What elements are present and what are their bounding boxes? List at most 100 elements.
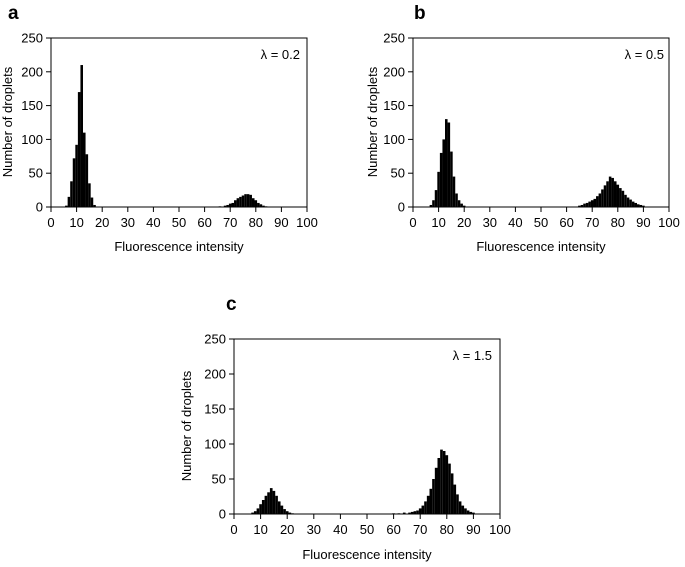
panel-c-x-tick-label: 80: [440, 522, 454, 537]
panel-b-y-tick-label: 200: [383, 64, 405, 79]
panel-c-y-tick-label: 0: [219, 507, 226, 522]
panel-b-bar: [583, 203, 586, 207]
panel-b-bar: [588, 201, 591, 207]
panel-c-bar: [408, 512, 411, 514]
panel-b-x-axis: 0 10 20 30 40 50 60 70 80 90 100: [409, 207, 680, 230]
panel-c-bar: [416, 510, 419, 514]
panel-c-y-label: Number of droplets: [179, 370, 194, 481]
panel-c-bars: [251, 449, 475, 514]
panel-a-y-tick-label: 200: [21, 64, 43, 79]
panel-c-bar: [469, 511, 473, 514]
panel-c-bar: [458, 501, 462, 514]
panel-b-lambda-annotation: λ = 0.5: [625, 47, 664, 62]
panel-c-x-tick-label: 20: [280, 522, 294, 537]
panel-a-bar: [239, 196, 242, 207]
panel-a-x-tick-label: 50: [172, 215, 186, 230]
panel-b-bar: [626, 197, 630, 207]
panel-a-bar: [80, 65, 83, 207]
panel-b-bar: [452, 176, 456, 207]
panel-b-x-tick-label: 40: [508, 215, 522, 230]
panel-a-x-tick-label: 100: [296, 215, 318, 230]
panel-b-y-tick-label: 50: [391, 166, 405, 181]
panel-a-x-tick-label: 60: [197, 215, 211, 230]
panel-c-bar: [424, 501, 427, 514]
panel-b-bar: [634, 202, 637, 207]
panel-b-x-label: Fluorescence intensity: [476, 239, 606, 254]
panel-c-bar: [464, 508, 467, 514]
panel-b-x-tick-label: 80: [611, 215, 625, 230]
panel-b-bar: [613, 181, 617, 207]
panel-c-bar: [466, 510, 470, 514]
panel-a-bar: [88, 183, 91, 207]
panel-a-bar: [223, 205, 227, 207]
panel-a-y-tick-label: 50: [29, 166, 43, 181]
panel-c-bar: [277, 501, 281, 514]
panel-a-x-label: Fluorescence intensity: [114, 239, 244, 254]
panel-a-bar: [234, 200, 237, 207]
panel-b-x-tick-label: 10: [431, 215, 445, 230]
panel-b-bar: [598, 193, 602, 207]
panel-c-y-axis: 0 50 100 150 200 250: [204, 332, 234, 522]
panel-c-x-tick-label: 60: [386, 522, 400, 537]
panel-c-y-tick-label: 250: [204, 332, 226, 347]
panel-b-bar: [460, 203, 463, 207]
panel-b-bar: [445, 119, 448, 207]
panel-b-bars: [429, 119, 645, 207]
panel-a-y-tick-label: 250: [21, 31, 43, 46]
panel-c-x-label: Fluorescence intensity: [302, 547, 432, 562]
panel-a-lambda-annotation: λ = 0.2: [261, 47, 300, 62]
panel-c-x-tick-label: 0: [230, 522, 237, 537]
panel-a-x-tick-label: 90: [274, 215, 288, 230]
panel-a-y-tick-label: 0: [36, 200, 43, 215]
panel-c: c 0 10 20 30 40 50 60 70 80 90 100 0 50 100 150 200 250…: [179, 294, 511, 562]
panel-a-bar: [93, 204, 96, 207]
panel-c-plot-frame: [233, 338, 501, 515]
panel-c-bar: [410, 511, 414, 514]
panel-b-bar: [462, 205, 466, 207]
panel-c-bar: [280, 505, 284, 514]
panel-c-y-tick-label: 100: [204, 437, 226, 452]
panel-c-bar: [453, 484, 457, 514]
panel-b-x-tick-label: 20: [457, 215, 471, 230]
panel-c-bar: [259, 504, 262, 514]
panel-c-bar: [267, 492, 270, 514]
panel-a-bar: [246, 194, 250, 207]
panel-a-bar: [83, 132, 86, 207]
panel-c-x-tick-label: 30: [307, 522, 321, 537]
panel-b-bar: [585, 202, 589, 207]
panel-b-x-tick-label: 60: [559, 215, 573, 230]
panel-b-bar: [432, 200, 435, 207]
panel-a-x-tick-label: 20: [95, 215, 109, 230]
panel-c-bar: [448, 463, 451, 514]
panel-b-y-tick-label: 100: [383, 132, 405, 147]
panel-b-bar: [580, 204, 584, 207]
panel-b-bar: [606, 181, 609, 207]
panel-c-bar: [269, 488, 273, 514]
panel-a-y-axis: 0 50 100 150 200 250: [21, 31, 51, 215]
panel-a-bar: [228, 203, 232, 207]
panel-b-y-axis: 0 50 100 150 200 250: [383, 31, 413, 215]
panel-b-bar: [457, 200, 461, 207]
panel-c-x-tick-label: 40: [333, 522, 347, 537]
panel-c-x-tick-label: 70: [413, 522, 427, 537]
panel-a-bar: [85, 154, 89, 207]
panel-c-bar: [437, 458, 441, 514]
panel-c-y-tick-label: 200: [204, 367, 226, 382]
panel-c-bar: [418, 508, 422, 514]
panel-a-plot-frame: [50, 37, 308, 208]
panel-c-x-tick-label: 90: [466, 522, 480, 537]
panel-c-bar: [402, 512, 406, 514]
panel-b-y-label: Number of droplets: [365, 66, 380, 177]
panel-a-y-tick-label: 100: [21, 132, 43, 147]
panel-b-letter: b: [414, 3, 426, 24]
panel-c-bar: [275, 495, 278, 514]
panel-a-x-tick-label: 80: [249, 215, 263, 230]
panel-c-bar: [413, 511, 417, 514]
panel-c-bar: [253, 511, 257, 514]
panel-b-x-tick-label: 70: [585, 215, 599, 230]
panel-a-y-tick-label: 150: [21, 98, 43, 113]
panel-c-bar: [450, 473, 454, 514]
panel-c-bar: [429, 488, 433, 514]
panel-b-bar: [619, 188, 622, 207]
